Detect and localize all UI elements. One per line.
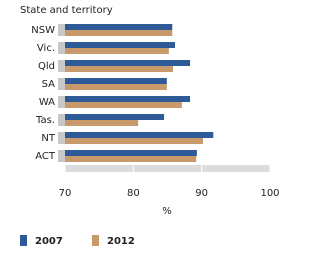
bar: [65, 60, 191, 66]
axis-break: [58, 78, 65, 90]
axis-break: [58, 24, 65, 36]
legend-swatch: [92, 235, 99, 246]
axis-break: [58, 114, 65, 126]
y-tick-label: Vic.: [37, 43, 55, 54]
x-tick-label: 80: [127, 188, 140, 199]
legend-swatch: [20, 235, 27, 246]
axis-break: [58, 96, 65, 108]
bar: [65, 132, 214, 138]
bar: [65, 120, 139, 126]
y-tick-label: ACT: [35, 151, 56, 162]
legend-label: 2012: [107, 236, 135, 247]
x-axis-title: %: [162, 206, 172, 217]
bar: [65, 30, 173, 36]
bar: [65, 78, 167, 84]
bar: [65, 24, 173, 30]
bar: [65, 156, 197, 162]
y-tick-label: NSW: [31, 25, 55, 36]
axis-break: [58, 150, 65, 162]
bar: [65, 138, 204, 144]
bar: [65, 66, 173, 72]
y-tick-label: SA: [42, 79, 56, 90]
y-tick-label: Qld: [38, 61, 55, 72]
bar: [65, 102, 182, 108]
bar: [65, 48, 169, 54]
bar: [65, 96, 191, 102]
bar: [65, 84, 167, 90]
bar: [65, 114, 165, 120]
axis-break: [58, 42, 65, 54]
bar: [65, 150, 197, 156]
y-tick-label: NT: [41, 133, 55, 144]
axis-break: [58, 60, 65, 72]
chart: State and territory % 70 80 90 100 NSW Vic. Ql…: [20, 5, 280, 247]
y-tick-label: Tas.: [35, 115, 55, 126]
bar: [65, 42, 176, 48]
x-tick-label: 100: [260, 188, 279, 199]
axis-break: [58, 132, 65, 144]
y-tick-label: WA: [39, 97, 55, 108]
y-axis-title: State and territory: [20, 5, 113, 16]
x-tick-label: 90: [195, 188, 208, 199]
legend-label: 2007: [35, 236, 63, 247]
x-tick-label: 70: [59, 188, 72, 199]
x-axis-band: [65, 165, 270, 172]
